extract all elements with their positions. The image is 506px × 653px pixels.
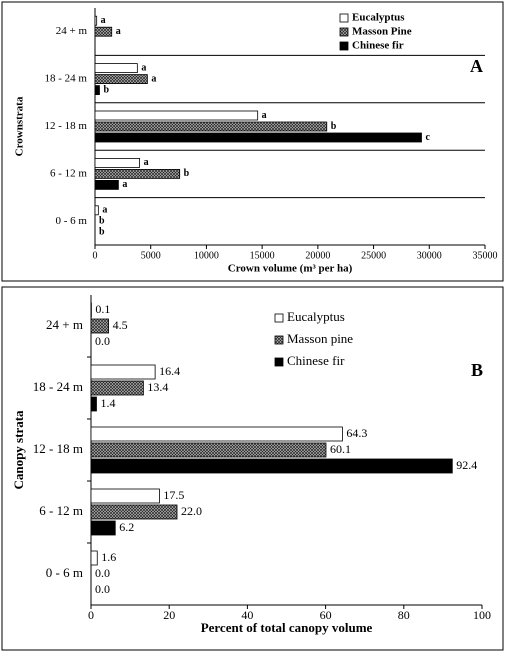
significance-letter: b [99,216,105,227]
x-tick-label: 60 [320,608,332,622]
value-label: 17.5 [163,488,184,502]
panel-frame [1,1,504,282]
legend-label: Eucalyptus [352,12,405,24]
legend-label: Chinese fir [287,353,345,368]
panel-label: A [470,56,483,76]
panel-label: B [471,360,483,380]
bar [94,26,113,37]
legend-swatch [274,313,284,323]
significance-letter: c [425,132,430,143]
significance-letter: b [103,84,109,95]
y-tick-label: 12 - 18 m [45,120,88,132]
legend-label: Chinese fir [352,40,404,52]
legend-label: Eucalyptus [287,309,345,324]
x-tick-label: 0 [93,250,98,261]
bar [94,179,119,190]
legend-swatch [274,335,284,345]
significance-letter: a [262,110,267,121]
significance-letter: a [144,157,149,168]
x-tick-label: 35000 [473,250,498,261]
bar [94,74,148,84]
value-label: 4.5 [113,318,128,332]
bar [90,504,178,520]
y-tick-label: 0 - 6 m [46,565,83,580]
x-tick-label: 20000 [305,250,330,261]
legend-label: Masson Pine [352,26,412,38]
y-tick-label: 12 - 18 m [33,441,83,456]
value-label: 16.4 [159,364,180,378]
bar [90,442,327,458]
bar [90,364,156,380]
x-tick-label: 20 [163,608,175,622]
significance-letter: b [331,121,337,132]
x-tick-label: 40 [241,608,253,622]
bar [90,520,116,536]
value-label: 0.0 [95,566,110,580]
panel-frame [1,286,504,651]
x-tick-label: 0 [88,608,94,622]
bar [94,132,422,143]
bar [94,157,140,168]
y-axis-label: Crownstrata [14,96,26,156]
value-label: 92.4 [456,458,477,472]
bar [94,205,99,216]
value-label: 22.0 [181,504,202,518]
x-tick-label: 5000 [141,250,161,261]
bar [90,380,144,396]
bar [90,488,160,504]
bar [90,318,109,334]
bar [90,458,453,474]
bar [90,426,343,442]
bar [90,550,98,566]
y-tick-label: 24 + m [46,317,83,332]
x-tick-label: 30000 [417,250,442,261]
value-label: 1.6 [101,550,116,564]
value-label: 13.4 [147,380,168,394]
y-axis-label: Canopy strata [11,410,26,490]
bar [94,110,259,121]
value-label: 0.1 [95,302,110,316]
significance-letter: b [99,227,105,238]
y-tick-label: 18 - 24 m [45,73,88,85]
x-tick-label: 100 [473,608,491,622]
bar [94,15,98,26]
x-axis-label: Percent of total canopy volume [201,620,373,635]
y-tick-label: 6 - 12 m [39,503,83,518]
y-tick-label: 24 + m [56,25,88,37]
value-label: 1.4 [100,396,115,410]
legend-swatch [339,27,349,37]
legend-swatch [339,41,349,51]
bar [94,168,181,179]
x-tick-label: 80 [398,608,410,622]
significance-letter: a [122,179,127,190]
value-label: 60.1 [330,442,351,456]
x-tick-label: 15000 [250,250,275,261]
bar [94,85,100,95]
y-tick-label: 6 - 12 m [50,167,87,179]
significance-letter: a [151,73,156,84]
legend-swatch [274,357,284,367]
legend-swatch [339,13,349,23]
significance-letter: a [101,15,106,26]
value-label: 0.0 [95,582,110,596]
significance-letter: b [184,168,190,179]
bar [94,121,328,132]
x-tick-label: 25000 [361,250,386,261]
bar [94,63,138,73]
significance-letter: a [102,205,107,216]
value-label: 6.2 [119,520,134,534]
bar [90,396,97,412]
y-tick-label: 0 - 6 m [56,215,88,227]
x-tick-label: 10000 [194,250,219,261]
value-label: 64.3 [346,426,367,440]
legend-label: Masson pine [287,331,353,346]
significance-letter: a [141,62,146,73]
significance-letter: a [116,26,121,37]
value-label: 0.0 [95,334,110,348]
y-tick-label: 18 - 24 m [33,379,83,394]
x-axis-label: Crown volume (m³ per ha) [228,263,353,275]
